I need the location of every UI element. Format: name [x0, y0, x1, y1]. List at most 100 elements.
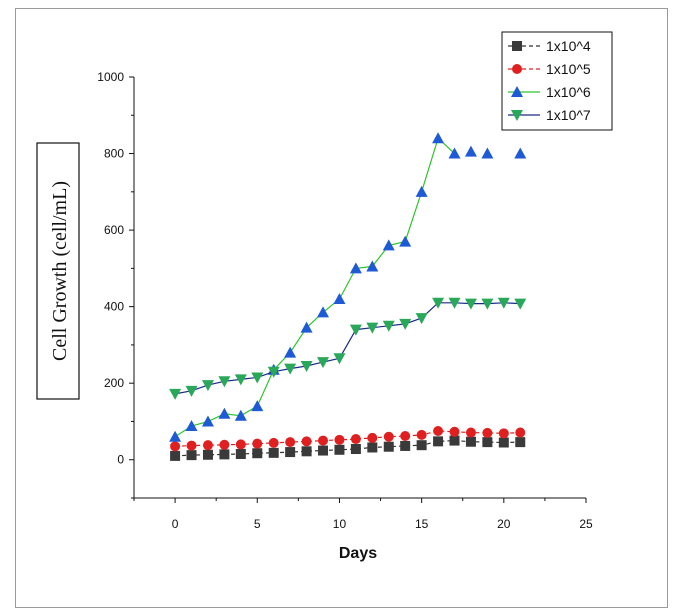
data-point — [497, 297, 510, 309]
data-point — [252, 438, 263, 449]
data-point — [350, 444, 361, 455]
y-tick-label: 1000 — [97, 70, 124, 84]
data-point — [382, 320, 395, 332]
data-point — [449, 435, 460, 446]
data-point — [318, 445, 329, 456]
series-2 — [170, 426, 526, 452]
x-tick-label: 10 — [333, 517, 347, 531]
data-point — [400, 440, 411, 451]
data-point — [251, 372, 264, 384]
legend: 1x10^4 1x10^5 1x10^6 1x10^7 — [501, 31, 613, 131]
data-point — [202, 440, 213, 451]
data-point — [350, 434, 361, 445]
x-tick-label: 25 — [579, 517, 593, 531]
data-point — [382, 239, 395, 251]
data-point — [333, 292, 346, 304]
data-point — [170, 441, 181, 452]
data-point — [416, 440, 427, 451]
data-point — [415, 313, 428, 325]
data-point — [465, 436, 476, 447]
data-point — [201, 415, 214, 427]
series-line — [175, 439, 521, 457]
y-tick-label: 400 — [104, 300, 124, 314]
data-point — [448, 147, 461, 159]
data-point — [169, 388, 182, 400]
legend-marker — [511, 86, 523, 97]
data-point — [383, 441, 394, 452]
data-point — [433, 426, 444, 437]
data-point — [498, 428, 509, 439]
x-tick-label: 20 — [497, 517, 511, 531]
data-point — [251, 400, 264, 412]
data-point — [218, 376, 231, 388]
data-point — [219, 439, 230, 450]
data-point — [498, 437, 509, 448]
data-point — [432, 132, 445, 144]
data-point — [218, 407, 231, 419]
data-point — [285, 447, 296, 458]
x-axis-label: Days — [339, 545, 377, 562]
data-point — [515, 427, 526, 438]
y-tick-label: 800 — [104, 147, 124, 161]
data-point — [300, 321, 313, 333]
data-point — [267, 366, 280, 378]
data-point — [186, 450, 197, 461]
data-point — [334, 444, 345, 455]
data-point — [284, 363, 297, 375]
data-point — [300, 360, 313, 372]
data-point — [333, 353, 346, 365]
legend-label: 1x10^5 — [546, 61, 591, 77]
data-point — [514, 298, 527, 310]
data-point — [432, 297, 445, 309]
x-tick-label: 5 — [254, 517, 261, 531]
data-point — [235, 448, 246, 459]
data-point — [185, 385, 198, 397]
legend-label: 1x10^7 — [546, 107, 591, 123]
y-axis-label-box: Cell Growth (cell/mL) — [36, 142, 80, 400]
legend-label: 1x10^6 — [546, 84, 591, 100]
data-point — [252, 448, 263, 459]
series-layer — [169, 132, 527, 461]
data-point — [399, 235, 412, 247]
data-point — [383, 431, 394, 442]
data-point — [284, 346, 297, 358]
data-point — [185, 420, 198, 432]
data-point — [367, 432, 378, 443]
data-point — [399, 318, 412, 330]
series-3 — [169, 132, 527, 442]
data-point — [464, 145, 477, 157]
data-point — [515, 437, 526, 448]
data-point — [482, 427, 493, 438]
data-point — [465, 427, 476, 438]
data-point — [234, 409, 247, 421]
y-axis-label: Cell Growth (cell/mL) — [49, 181, 71, 361]
data-point — [449, 426, 460, 437]
data-point — [268, 437, 279, 448]
data-point — [481, 298, 494, 310]
series-4 — [169, 297, 527, 400]
data-point — [169, 430, 182, 442]
data-point — [170, 450, 181, 461]
legend-label: 1x10^4 — [546, 38, 591, 54]
data-point — [514, 147, 527, 159]
y-tick-label: 0 — [117, 453, 124, 467]
data-point — [366, 260, 379, 272]
data-point — [219, 449, 230, 460]
data-point — [433, 436, 444, 447]
y-tick-label: 600 — [104, 223, 124, 237]
data-point — [317, 306, 330, 318]
data-point — [318, 435, 329, 446]
data-point — [481, 147, 494, 159]
legend-marker — [511, 110, 523, 121]
data-point — [317, 357, 330, 369]
data-point — [202, 449, 213, 460]
x-tick-label: 15 — [415, 517, 429, 531]
data-point — [349, 324, 362, 336]
data-point — [235, 439, 246, 450]
legend-marker — [512, 64, 522, 74]
data-point — [186, 440, 197, 451]
data-point — [268, 447, 279, 458]
data-point — [301, 446, 312, 457]
data-point — [367, 442, 378, 453]
